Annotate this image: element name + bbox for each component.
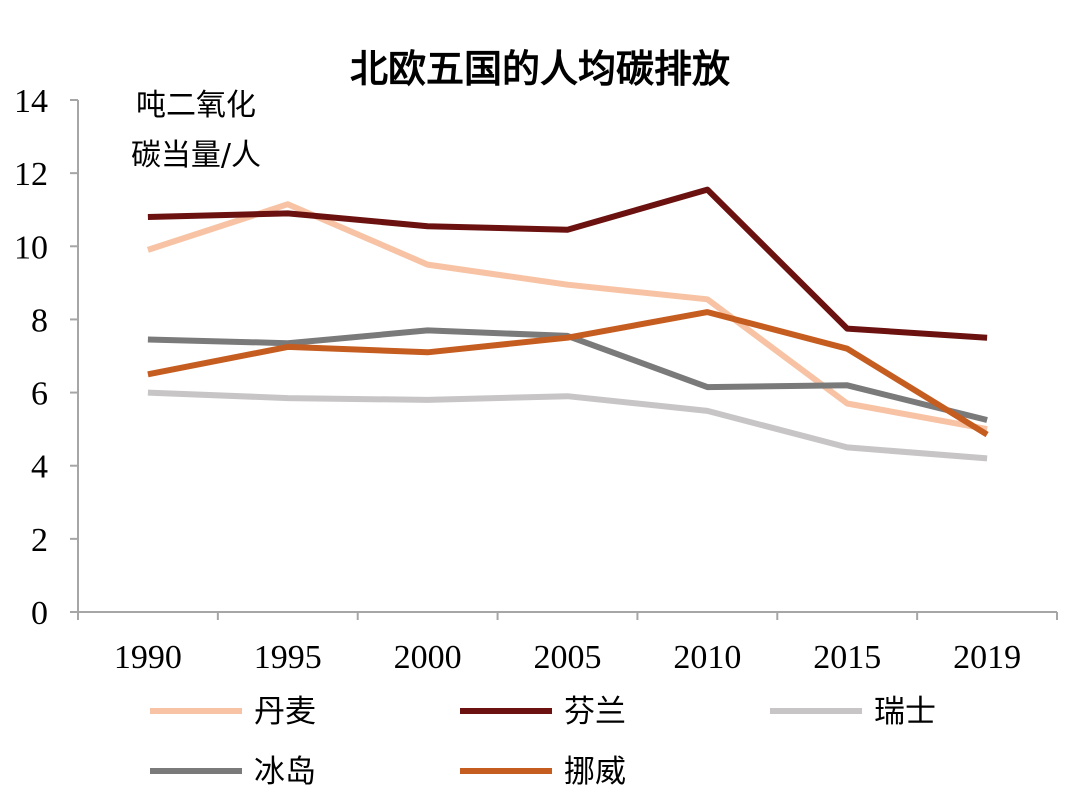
legend-label: 冰岛 (254, 754, 316, 790)
legend-item: 瑞士 (770, 694, 936, 730)
y-tick-label: 12 (14, 156, 48, 193)
axes: 0 2 4 6 8 10 12 14 1990 1995 2000 2005 2010 2015 2019 (14, 83, 1058, 676)
chart-title: 北欧五国的人均碳排放 (350, 47, 730, 91)
series-line-1 (146, 201, 988, 433)
x-tick-label: 1995 (254, 639, 322, 676)
y-tick-label: 6 (31, 376, 48, 413)
legend-label: 瑞士 (874, 694, 936, 730)
y-tick-label: 10 (14, 229, 48, 266)
x-tick-label: 2010 (673, 639, 741, 676)
series-line-2 (147, 186, 988, 341)
y-unit-label-line2: 碳当量/人 (131, 138, 261, 173)
legend-label: 丹麦 (254, 694, 316, 730)
legend-item: 挪威 (460, 754, 626, 790)
plot-lines (146, 186, 989, 462)
series-line-3 (147, 389, 988, 462)
x-tick-label: 2019 (953, 639, 1021, 676)
legend-item: 丹麦 (150, 694, 316, 730)
y-unit-label-line1: 吨二氧化 (136, 88, 256, 123)
legend-item: 冰岛 (150, 754, 316, 790)
legend-label: 挪威 (564, 754, 626, 790)
y-tick-label: 0 (31, 595, 48, 632)
x-tick-label: 2000 (394, 639, 462, 676)
y-tick-label: 4 (31, 449, 48, 486)
y-tick-label: 2 (31, 522, 48, 559)
x-tick-label: 2005 (534, 639, 602, 676)
series-line-5 (147, 309, 989, 438)
legend-label: 芬兰 (564, 694, 626, 730)
legend-item: 芬兰 (460, 694, 626, 730)
y-tick-label: 8 (31, 302, 48, 339)
x-tick-label: 2015 (813, 639, 881, 676)
x-tick-label: 1990 (114, 639, 182, 676)
y-tick-label: 14 (14, 83, 48, 120)
